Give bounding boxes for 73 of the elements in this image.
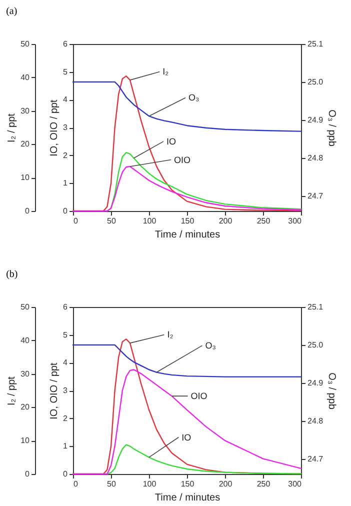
- x-tick-label: 250: [256, 216, 271, 226]
- y3-tick-label: 24.7: [308, 191, 324, 200]
- x-tick-label: 50: [107, 216, 116, 226]
- y3-tick-label: 24.7: [308, 454, 324, 464]
- y-tick-label: 4: [63, 95, 68, 104]
- line-series: [72, 166, 302, 212]
- y-tick-label: 5: [63, 67, 68, 76]
- y3-axis-title: O₃ / ppb: [326, 372, 338, 410]
- y2-tick-label: 50: [20, 40, 30, 48]
- y-tick-label: 6: [63, 302, 68, 312]
- text: O₃: [188, 92, 200, 103]
- x-tick-label: 100: [142, 480, 157, 488]
- y-tick-label: 1: [63, 442, 68, 451]
- text: I₂: [167, 330, 174, 340]
- y2-tick-label: 40: [20, 336, 30, 345]
- y2-tick-label: 10: [20, 436, 30, 446]
- x-tick-label: 150: [180, 216, 195, 226]
- x-tick-label: 50: [107, 480, 116, 488]
- text: OIO: [174, 154, 191, 165]
- y3-tick-label: 24.8: [308, 416, 324, 426]
- line-series: [72, 369, 302, 475]
- y3-tick-label: 25.0: [308, 340, 324, 350]
- line-series: [72, 344, 302, 378]
- y-tick-label: 5: [63, 330, 68, 340]
- y-tick-label: 2: [63, 414, 68, 423]
- x-tick-label: 300: [288, 480, 302, 488]
- y3-tick-label: 24.9: [308, 378, 324, 388]
- x-tick-label: 300: [288, 216, 302, 226]
- y2-tick-label: 20: [20, 140, 30, 149]
- x-tick-label: 200: [218, 216, 233, 226]
- text: IO: [182, 432, 192, 442]
- chart-title: (a): [6, 6, 18, 17]
- y-tick-label: 1: [63, 178, 68, 188]
- text: IO: [166, 136, 176, 146]
- y2-tick-label: 30: [20, 106, 30, 116]
- y3-tick-label: 25.0: [308, 77, 324, 86]
- y2-tick-label: 20: [20, 402, 30, 412]
- x-tick-label: 0: [74, 216, 78, 226]
- y-axis-title: IO, OIO / ppt: [49, 99, 60, 156]
- x-tick-label: 0: [74, 480, 78, 488]
- x-tick-label: 200: [218, 480, 233, 488]
- text: O₃: [205, 340, 216, 351]
- y2-axis-title: I₂ / ppt: [6, 376, 18, 406]
- y-tick-label: 6: [63, 40, 68, 48]
- line-series: [72, 81, 302, 132]
- x-tick-label: 150: [180, 480, 195, 488]
- series-label: OIO: [190, 391, 208, 402]
- x-axis-title: Time / minutes: [154, 492, 220, 504]
- line-series: [106, 444, 302, 475]
- x-tick-label: 250: [256, 480, 271, 488]
- y2-tick-label: 0: [25, 206, 30, 216]
- y2-axis-title: I₂ / ppt: [6, 113, 18, 142]
- y-tick-label: 0: [63, 470, 68, 478]
- y2-tick-label: 50: [20, 302, 30, 312]
- y-tick-label: 0: [63, 206, 68, 216]
- text: I₂: [162, 66, 170, 77]
- y-tick-label: 3: [63, 123, 68, 132]
- y-tick-label: 2: [63, 150, 68, 160]
- y3-axis-title: O₃ / ppb: [326, 110, 338, 147]
- y-tick-label: 4: [63, 358, 68, 368]
- y-axis-title: IO, OIO / ppt: [49, 362, 60, 420]
- y3-tick-label: 24.8: [308, 153, 324, 162]
- y3-tick-label: 24.9: [308, 115, 324, 124]
- y-tick-label: 3: [63, 386, 68, 395]
- y3-tick-label: 25.1: [308, 40, 324, 48]
- y2-tick-label: 40: [20, 72, 30, 82]
- y3-tick-label: 25.1: [308, 302, 324, 312]
- x-tick-label: 100: [142, 216, 157, 226]
- y2-tick-label: 0: [25, 470, 30, 478]
- y2-tick-label: 10: [20, 173, 30, 182]
- y2-tick-label: 30: [20, 369, 30, 378]
- x-axis-title: Time / minutes: [154, 230, 220, 240]
- chart-title: (b): [6, 269, 18, 280]
